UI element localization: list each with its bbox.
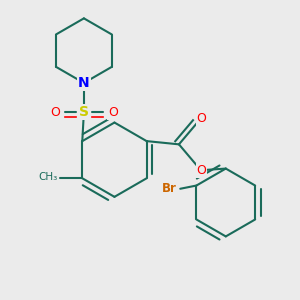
Text: O: O <box>196 164 206 177</box>
Text: O: O <box>50 106 60 118</box>
Text: N: N <box>78 76 90 90</box>
Text: CH₃: CH₃ <box>39 172 58 182</box>
Text: O: O <box>108 106 118 118</box>
Text: Br: Br <box>161 182 176 195</box>
Text: O: O <box>196 112 206 125</box>
Text: S: S <box>79 105 89 119</box>
